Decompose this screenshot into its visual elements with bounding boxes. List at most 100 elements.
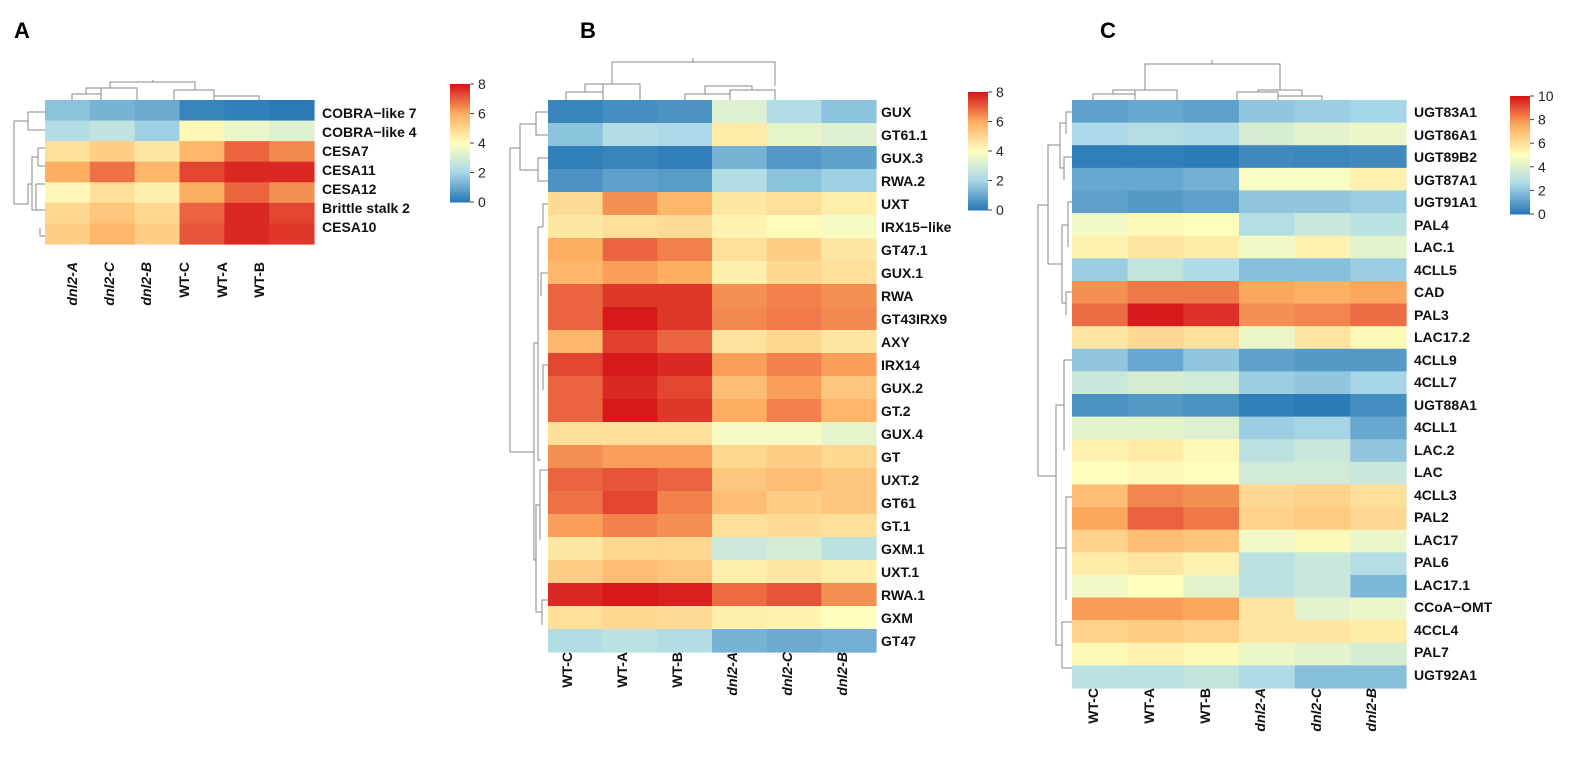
heatmap-cell xyxy=(657,560,713,584)
legend-swatch xyxy=(968,103,988,107)
heatmap-cell xyxy=(766,468,822,492)
legend-swatch xyxy=(968,156,988,160)
heatmap-cell xyxy=(45,141,91,163)
row-label: 4CLL5 xyxy=(1414,262,1457,278)
heatmap-cell xyxy=(1350,371,1407,395)
heatmap-cell xyxy=(1072,258,1129,282)
legend-swatch xyxy=(1510,139,1530,142)
heatmap-cell xyxy=(134,223,181,245)
heatmap-cell xyxy=(1072,371,1129,395)
heatmap-cell xyxy=(1350,190,1407,214)
legend-swatch xyxy=(1510,180,1530,184)
row-label: UGT88A1 xyxy=(1414,397,1477,413)
heatmap-cell xyxy=(1183,416,1240,440)
heatmap-cell xyxy=(712,606,768,630)
heatmap-cell xyxy=(548,307,604,331)
heatmap-cell xyxy=(602,123,658,147)
row-label: CESA11 xyxy=(322,162,376,178)
legend-swatch xyxy=(968,139,988,142)
legend-swatch xyxy=(1510,151,1530,154)
legend-swatch xyxy=(968,149,988,152)
legend-swatch xyxy=(450,135,470,138)
legend-swatch xyxy=(1510,168,1530,172)
legend-swatch xyxy=(968,113,988,117)
heatmap-cell xyxy=(1127,416,1184,440)
heatmap-cell xyxy=(1294,371,1351,395)
legend-swatch xyxy=(1510,206,1530,209)
heatmap-cell xyxy=(1239,439,1296,463)
legend-swatch xyxy=(1510,145,1530,148)
heatmap-cell xyxy=(657,606,713,630)
heatmap-cell xyxy=(1294,642,1351,666)
legend-swatch xyxy=(968,160,988,164)
heatmap-cell xyxy=(1294,145,1351,169)
heatmap-cell xyxy=(1183,122,1240,146)
legend-swatch xyxy=(450,192,470,195)
heatmap-cell xyxy=(602,307,658,331)
legend-swatch xyxy=(1510,190,1530,193)
heatmap-cell xyxy=(821,537,877,561)
row-label: RWA xyxy=(881,288,913,304)
legend-swatch xyxy=(968,194,988,197)
heatmap-cell xyxy=(657,353,713,377)
heatmap-cell xyxy=(1294,416,1351,440)
heatmap-cell xyxy=(548,445,604,469)
heatmap-cell xyxy=(45,100,91,122)
heatmap-cell xyxy=(45,120,91,142)
heatmap-cell xyxy=(657,284,713,308)
heatmap-cell xyxy=(1350,122,1407,146)
heatmap-cell xyxy=(657,514,713,538)
legend-swatch xyxy=(450,182,470,185)
legend-swatch xyxy=(1510,178,1530,182)
heatmap-cell xyxy=(1072,620,1129,644)
legend-swatch xyxy=(1510,192,1530,195)
heatmap-cell xyxy=(1350,507,1407,531)
legend-swatch xyxy=(1510,186,1530,189)
row-label: 4CLL1 xyxy=(1414,419,1457,435)
row-label: CESA7 xyxy=(322,143,369,159)
legend-swatch xyxy=(450,139,470,142)
heatmap-cell xyxy=(602,560,658,584)
row-label: GT61 xyxy=(881,495,916,511)
legend-swatch xyxy=(450,93,470,97)
heatmap-cell xyxy=(1239,145,1296,169)
heatmap-cell xyxy=(1127,122,1184,146)
heatmap-cell xyxy=(548,123,604,147)
row-label: AXY xyxy=(881,334,910,350)
row-label: PAL2 xyxy=(1414,509,1449,525)
heatmap-cell xyxy=(1127,303,1184,327)
heatmap-cell xyxy=(1183,303,1240,327)
heatmap-cell xyxy=(1183,190,1240,214)
panel-b-row-dendrogram xyxy=(509,111,548,625)
column-label: WT-C xyxy=(559,652,575,688)
panel-a: A COBRA−like 7 COBRA−like 4 CESA7 CESA11… xyxy=(13,18,486,306)
legend-swatch xyxy=(968,152,988,156)
heatmap-cell xyxy=(602,330,658,354)
heatmap-cell xyxy=(1239,597,1296,621)
heatmap-cell xyxy=(1183,213,1240,237)
panel-b-heatmap-cells xyxy=(548,100,877,653)
legend-swatch xyxy=(968,99,988,103)
heatmap-cell xyxy=(134,120,181,142)
heatmap-cell xyxy=(766,560,822,584)
legend-swatch xyxy=(968,101,988,105)
legend-swatch xyxy=(968,147,988,150)
heatmap-cell xyxy=(1350,529,1407,553)
legend-swatch xyxy=(1510,204,1530,207)
heatmap-cell xyxy=(602,192,658,216)
legend-swatch xyxy=(968,170,988,174)
legend-swatch xyxy=(450,87,470,91)
heatmap-cell xyxy=(1294,507,1351,531)
heatmap-cell xyxy=(1072,167,1129,192)
row-label: IRX15−like xyxy=(881,219,952,235)
heatmap-cell xyxy=(657,583,713,607)
legend-swatch xyxy=(450,184,470,187)
heatmap-cell xyxy=(821,422,877,446)
heatmap-cell xyxy=(766,445,822,469)
heatmap-cell xyxy=(548,192,604,216)
legend-swatch xyxy=(450,154,470,158)
heatmap-cell xyxy=(1127,235,1184,259)
heatmap-cell xyxy=(766,169,822,193)
heatmap-cell xyxy=(548,215,604,239)
column-label: WT-A xyxy=(1141,688,1157,724)
